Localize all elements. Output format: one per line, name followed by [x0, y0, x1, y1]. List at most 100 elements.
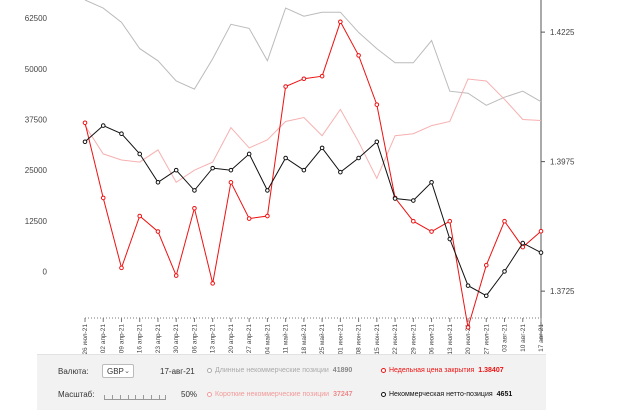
series-2-point — [265, 213, 270, 219]
x-tick-label: 06 июл-21 — [429, 324, 436, 354]
legend-close-label: Недельная цена закрытия — [389, 367, 475, 374]
series-2-point — [137, 213, 143, 219]
zoom-label: Масштаб: — [58, 390, 95, 399]
legend-close-value: 1.38407 — [478, 367, 504, 374]
series-2-point — [100, 195, 106, 201]
legend-weekly-close[interactable]: Недельная цена закрытия 1.38407 — [381, 367, 504, 374]
series-2-point — [283, 84, 288, 89]
currency-label: Валюта: — [58, 367, 89, 376]
legend-long-value: 41890 — [332, 367, 353, 374]
x-tick-label: 22 июн-21 — [392, 324, 399, 354]
x-tick-label: 30 апр-21 — [173, 324, 180, 354]
legend-dot-icon — [207, 367, 212, 373]
series-2-point — [301, 76, 307, 82]
series-3-point — [538, 250, 544, 255]
legend-dot-icon — [381, 367, 386, 373]
right-y-axis: 1.4225 1.3975 1.3725 — [540, 0, 575, 340]
series-line-0 — [84, 0, 542, 106]
series-3-point — [228, 167, 234, 173]
x-tick-label: 02 апр-21 — [100, 324, 107, 354]
left-tick-label: 37500 — [25, 116, 48, 125]
series-3-point — [246, 151, 252, 157]
legend-dot-icon — [381, 391, 386, 397]
series-3-point — [411, 198, 416, 203]
left-tick-label: 12500 — [25, 217, 48, 226]
x-tick-label: 16 апр-21 — [137, 324, 144, 354]
series-2-point — [502, 218, 507, 224]
x-tick-label: 10 авг-21 — [520, 324, 527, 352]
chevron-down-icon: ⌄ — [124, 368, 130, 375]
series-2-point — [429, 229, 434, 234]
right-tick-label: 1.3725 — [550, 287, 575, 296]
series-3-point — [465, 283, 471, 288]
series-2-point — [538, 228, 544, 234]
series-2-point — [447, 218, 453, 224]
x-tick-label: 27 июл-21 — [483, 324, 490, 354]
series-3-point — [173, 167, 179, 173]
series-2-point — [319, 73, 325, 79]
x-tick-label: 27 апр-21 — [246, 324, 253, 354]
x-tick-label: 06 апр-21 — [191, 324, 198, 354]
series-3-point — [82, 139, 88, 145]
x-tick-label: 23 апр-21 — [155, 324, 162, 354]
x-tick-label: 18 май-21 — [300, 324, 308, 354]
left-tick-label: 62500 — [25, 14, 48, 23]
series-3-point — [137, 151, 143, 157]
x-tick-label: 26 июл-21 — [82, 324, 89, 354]
series-2-point — [155, 229, 161, 234]
x-tick-label: 20 апр-21 — [228, 324, 235, 354]
left-tick-label: 50000 — [25, 65, 48, 74]
series-3-point — [374, 139, 380, 145]
legend-net-position[interactable]: Некоммерческая нетто-позиция 4651 — [381, 391, 512, 398]
x-tick-label: 04 май-21 — [263, 324, 271, 354]
series-2-point — [210, 281, 215, 286]
controls-panel: Валюта: GBP ⌄ 17-авг-21 Масштаб: 50% Дли… — [37, 354, 546, 410]
series-2-point — [465, 325, 471, 330]
series-3-point — [520, 240, 526, 246]
series-2-point — [192, 205, 197, 211]
series-2-point — [246, 216, 252, 221]
x-tick-label: 01 июн-21 — [337, 324, 344, 354]
x-tick-label: 08 июн-21 — [356, 324, 363, 354]
zoom-slider[interactable] — [104, 393, 166, 400]
x-tick-label: 29 июн-21 — [410, 324, 417, 354]
series-3-point — [502, 269, 507, 274]
series-line-2 — [84, 20, 542, 328]
series-3-point — [301, 167, 307, 173]
series-group — [82, 0, 544, 330]
series-2-point — [119, 265, 124, 271]
series-3-point — [356, 155, 361, 161]
x-tick-label: 11 май-21 — [282, 324, 290, 354]
series-line-3 — [84, 125, 542, 297]
right-tick-label: 1.4225 — [550, 28, 575, 37]
series-3-point — [483, 293, 489, 299]
series-2-point — [82, 120, 88, 126]
series-3-point — [447, 236, 453, 242]
legend-net-label: Некоммерческая нетто-позиция — [389, 391, 493, 398]
left-tick-label: 0 — [43, 267, 48, 276]
date-text: 17-авг-21 — [160, 367, 195, 376]
currency-select[interactable]: GBP ⌄ — [102, 364, 134, 378]
series-2-point — [228, 180, 234, 185]
series-3-point — [392, 196, 398, 201]
series-3-point — [338, 169, 343, 175]
x-tick-label: 15 июн-21 — [374, 324, 381, 354]
series-2-point — [173, 273, 179, 278]
series-3-point — [155, 180, 161, 185]
legend-short-label: Короткие некоммерческие позиции — [215, 391, 330, 398]
legend-short-positions[interactable]: Короткие некоммерческие позиции 37247 — [207, 391, 353, 398]
series-3-point — [100, 123, 106, 128]
legend-long-label: Длинные некоммерческие позиции — [215, 367, 329, 374]
x-tick-label: 25 май-21 — [318, 324, 326, 354]
x-tick-label: 09 апр-21 — [118, 324, 125, 354]
currency-value: GBP — [107, 367, 124, 376]
x-axis: 26 июл-21 02 апр-21 09 апр-21 16 апр-21 23 а… — [82, 317, 545, 354]
series-2-point — [338, 19, 343, 25]
series-3-point — [429, 180, 434, 185]
legend-long-positions[interactable]: Длинные некоммерческие позиции 41890 — [207, 367, 352, 374]
x-tick-label: 20 июл-21 — [465, 324, 472, 354]
left-y-axis: 62500 50000 37500 25000 12500 0 — [25, 14, 48, 276]
legend-short-value: 37247 — [333, 391, 353, 398]
legend-net-value: 4651 — [496, 391, 513, 398]
